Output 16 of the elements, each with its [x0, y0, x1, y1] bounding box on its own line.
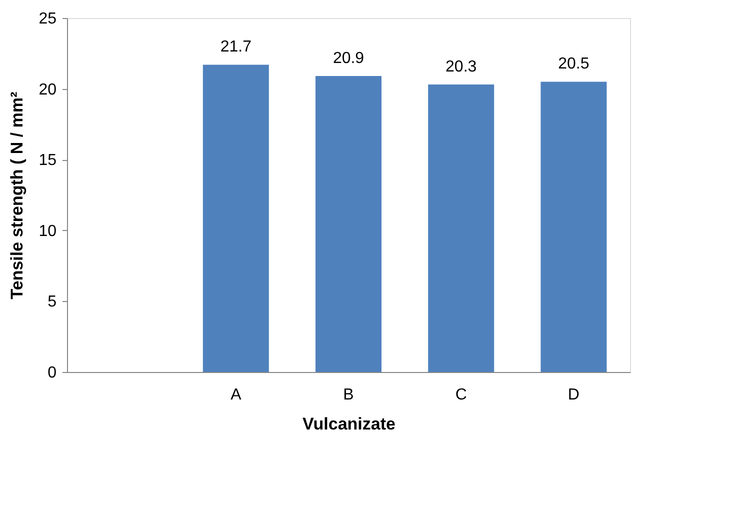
x-tick-label: B	[343, 386, 354, 404]
data-label: 20.3	[446, 58, 477, 76]
x-axis-title: Vulcanizate	[302, 414, 396, 434]
y-axis-title: Tensile strength ( N / mm²	[8, 91, 27, 300]
data-label: 20.5	[558, 56, 590, 73]
y-tick-label: 25	[38, 10, 57, 28]
data-label: 20.9	[332, 50, 364, 68]
y-tick-label: 15	[38, 152, 57, 170]
x-tick-label: D	[568, 386, 580, 404]
x-tick-label: C	[455, 386, 467, 404]
x-tick-label: A	[230, 386, 242, 404]
y-tick-label: 5	[48, 294, 57, 311]
y-tick-label: 20	[38, 81, 57, 98]
y-tick-label: 0	[48, 364, 57, 382]
data-label: 21.7	[220, 38, 252, 56]
y-tick-label: 10	[38, 222, 57, 240]
